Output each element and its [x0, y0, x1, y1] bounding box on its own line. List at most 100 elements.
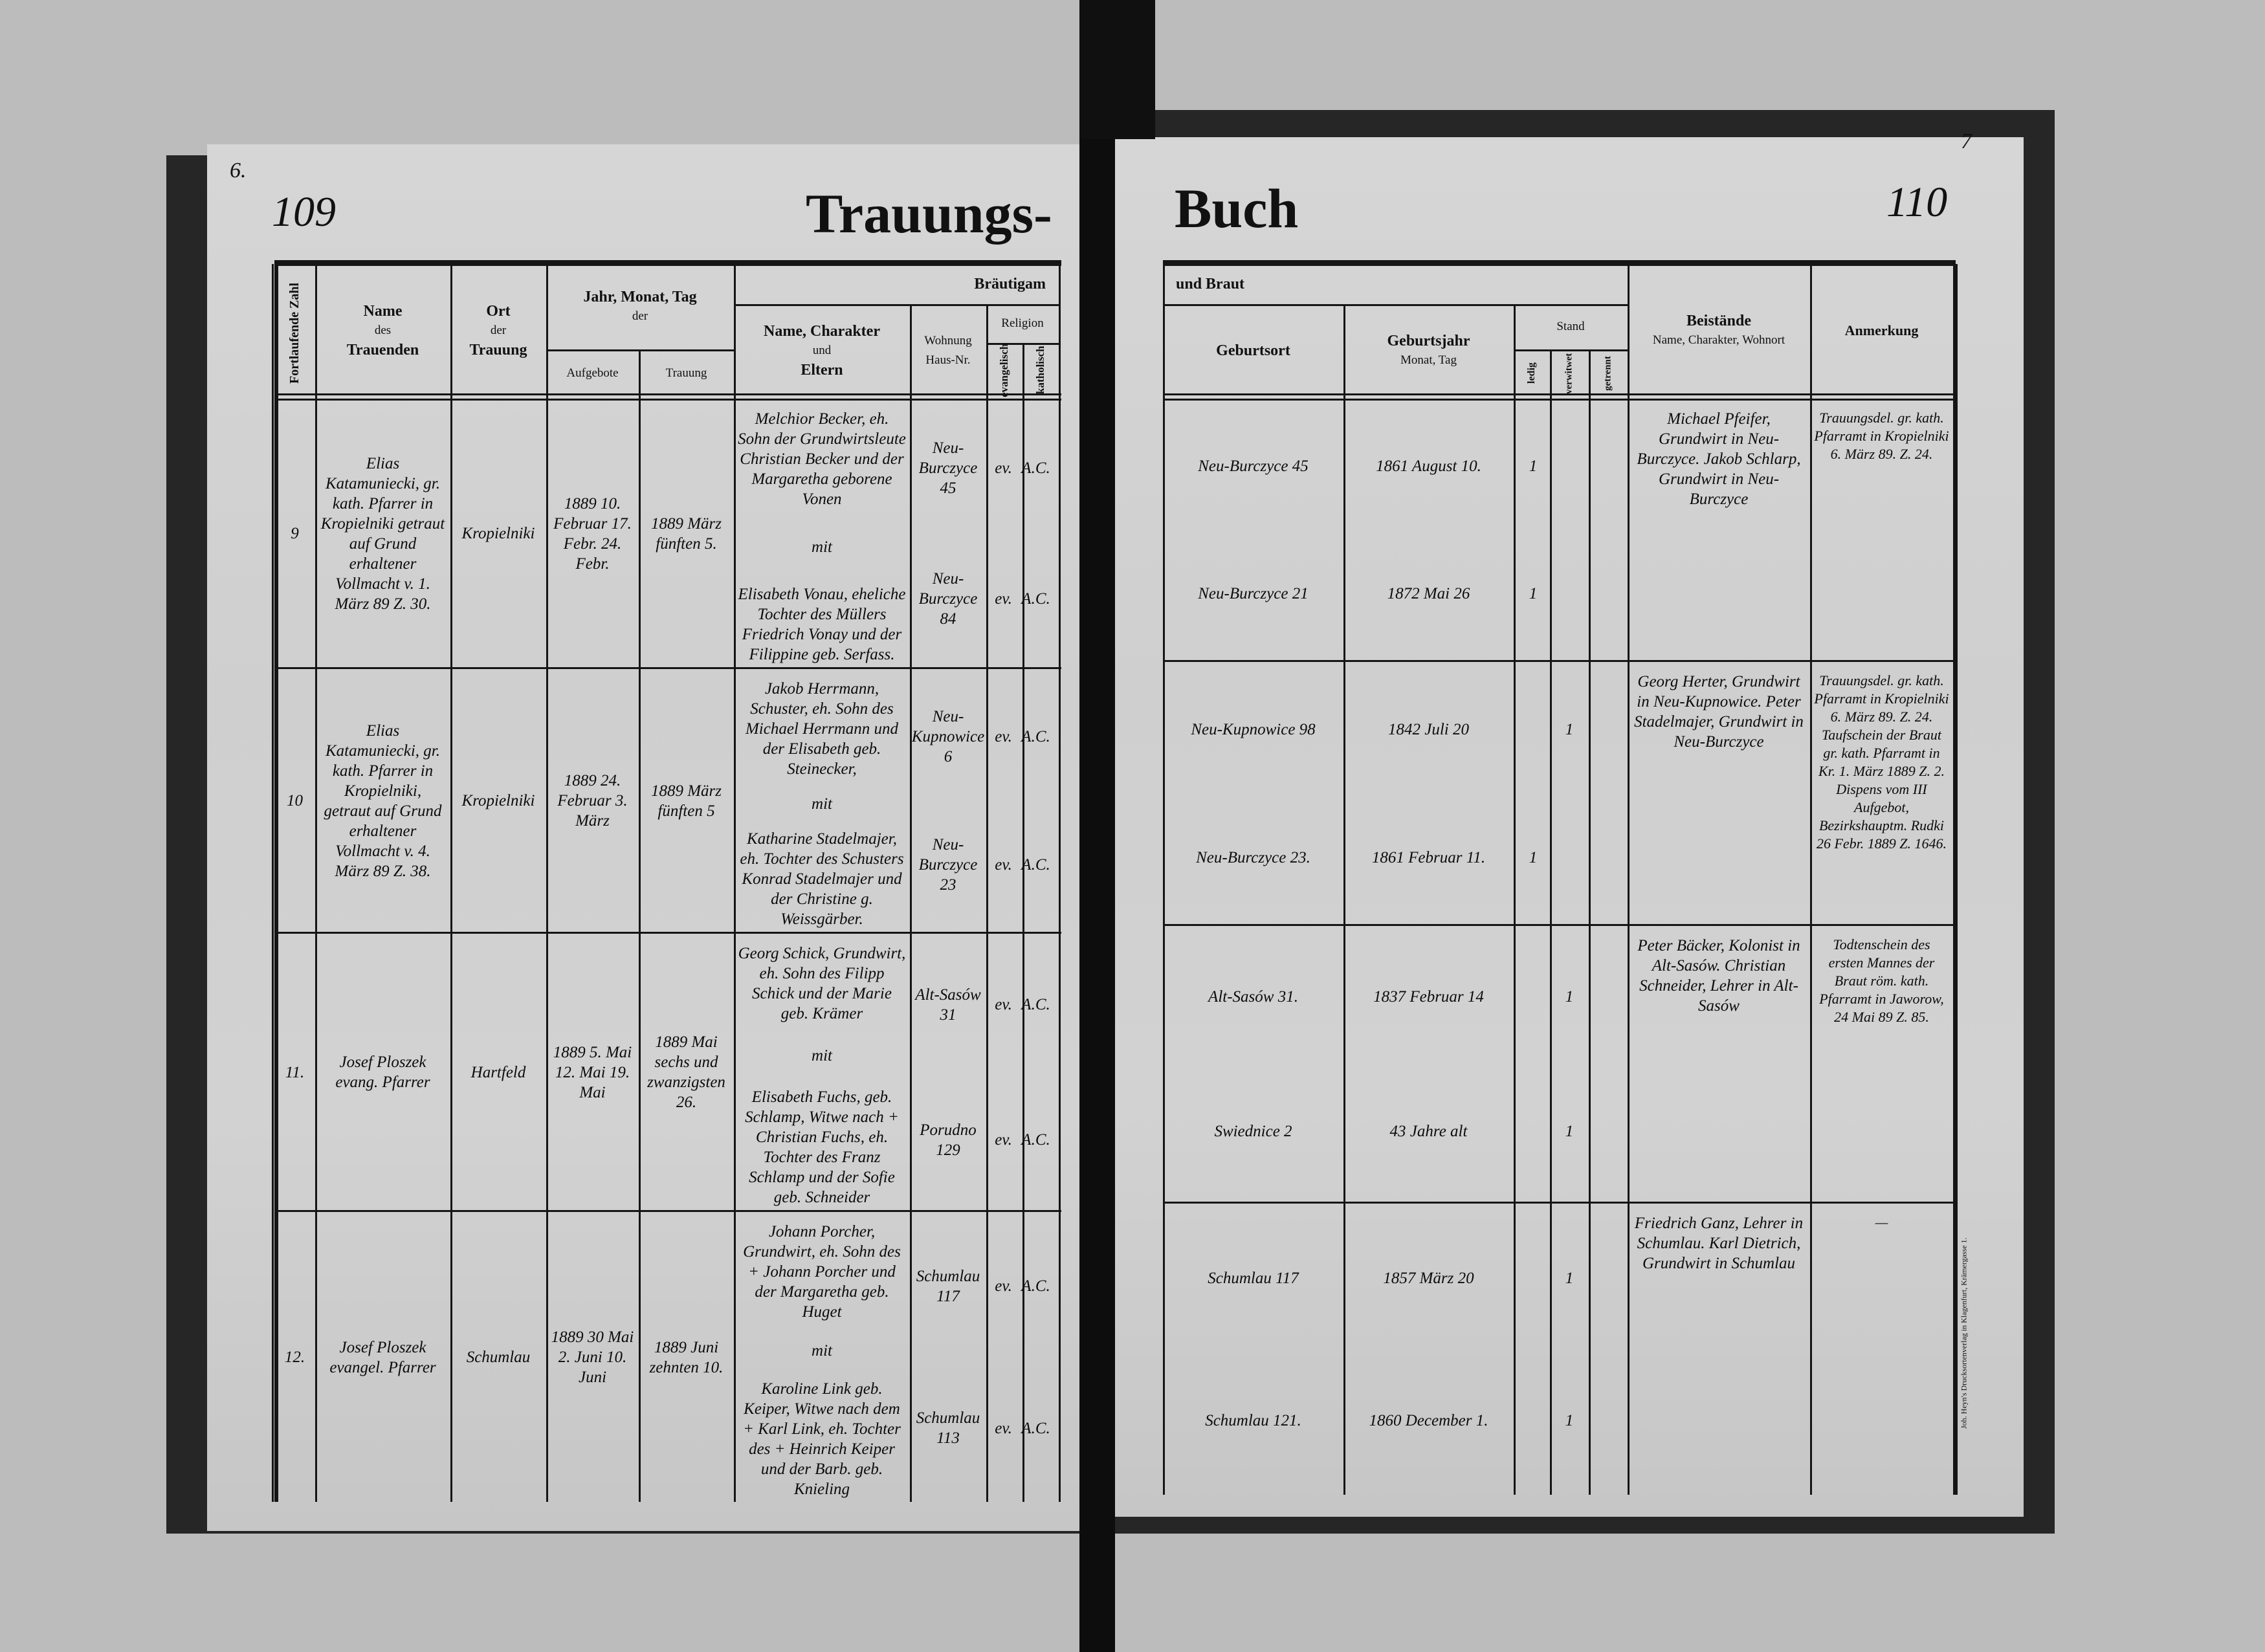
- header-sub-rule: [1163, 304, 1628, 306]
- groom-religion-part: A.C.: [1021, 459, 1050, 477]
- column-rule: [1628, 264, 1630, 1495]
- table-top-rule: [1163, 260, 1956, 266]
- groom-parents: Johann Porcher, Grundwirt, eh. Sohn des …: [743, 1223, 901, 1321]
- mit-label: mit: [812, 1046, 832, 1064]
- groom-birthdate: 1861 August 10.: [1376, 457, 1481, 475]
- left-page-number: 109: [272, 188, 336, 236]
- groom-marital-status-mark: 1: [1565, 987, 1574, 1006]
- banns-dates: 1889 30 Mai 2. Juni 10. Juni: [551, 1328, 634, 1386]
- header-ort-2: der: [490, 324, 507, 337]
- groom-religion: ev. A.C.: [986, 1215, 1059, 1358]
- column-rule: [910, 304, 912, 1502]
- header-geburtsort-label: Geburtsort: [1216, 342, 1290, 359]
- bride-religion-part: A.C.: [1021, 1419, 1050, 1437]
- header-nr: Fortlaufende Zahl: [287, 282, 302, 384]
- groom-parents: Melchior Becker, eh. Sohn der Grundwirts…: [738, 410, 906, 508]
- bride-religion-part: A.C.: [1021, 590, 1050, 608]
- wedding-date: 1889 Mai sechs und zwanzigsten 26.: [647, 1033, 725, 1111]
- groom-parents: Georg Schick, Grundwirt, eh. Sohn des Fi…: [738, 945, 906, 1022]
- left-corner-mark: 6.: [230, 159, 247, 182]
- column-rule: [1022, 343, 1024, 1502]
- header-wohnung-1: Wohnung: [924, 334, 972, 347]
- groom-marital-status-mark: 1: [1529, 457, 1538, 475]
- header-bottom-rule: [274, 393, 1061, 395]
- header-anmerkung-label: Anmerkung: [1844, 322, 1919, 338]
- bride-residence: Neu-Burczyce 23: [918, 836, 978, 894]
- table-left-rule: [272, 264, 274, 1502]
- witnesses: Michael Pfeifer, Grundwirt in Neu-Burczy…: [1637, 410, 1801, 508]
- wedding-date: 1889 März fünften 5: [650, 782, 722, 820]
- groom-religion-part: A.C.: [1021, 996, 1050, 1013]
- groom-birthdate: 1857 März 20: [1383, 1269, 1474, 1287]
- header-beistaende-1: Beistände: [1686, 313, 1751, 329]
- column-rule: [546, 264, 548, 1502]
- groom-religion-part: ev.: [995, 459, 1012, 477]
- officiant-name: Elias Katamuniecki, gr. kath. Pfarrer in…: [324, 721, 442, 880]
- groom-religion-part: A.C.: [1021, 1277, 1050, 1295]
- column-rule: [1810, 264, 1812, 1495]
- bride-birthdate: 1861 Februar 11.: [1371, 848, 1486, 866]
- row-rule: [274, 1210, 1061, 1212]
- entry-number: 12.: [284, 1349, 305, 1366]
- header-geburtsort: Geburtsort: [1163, 304, 1343, 397]
- row-rule: [1163, 660, 1956, 662]
- wedding-date: 1889 Juni zehnten 10.: [649, 1338, 724, 1376]
- header-und-braut: und Braut: [1163, 264, 1628, 304]
- groom-parents: Jakob Herrmann, Schuster, eh. Sohn des M…: [745, 680, 899, 778]
- header-stand: Stand: [1514, 304, 1628, 349]
- column-rule: [986, 304, 988, 1502]
- header-parents: Name, Charakter und Eltern: [734, 304, 910, 397]
- header-wohnung: Wohnung Haus-Nr.: [910, 304, 986, 397]
- bride-religion-part: A.C.: [1021, 856, 1050, 874]
- table-left-rule: [274, 264, 278, 1502]
- table-top-rule: [274, 260, 1061, 266]
- header-name-1: Name: [363, 303, 403, 320]
- column-rule: [639, 349, 641, 1502]
- entry-number: 9: [291, 525, 299, 542]
- bride-marital-status-mark: 1: [1565, 1123, 1574, 1141]
- bride-residence: Neu-Burczyce 84: [918, 570, 978, 628]
- bride-marital-status-mark: 1: [1565, 1412, 1574, 1430]
- header-name-2: des: [374, 324, 392, 337]
- column-rule: [1589, 349, 1591, 1495]
- bride-birthplace: Neu-Burczyce 21: [1198, 585, 1309, 602]
- banns-dates: 1889 24. Februar 3. März: [557, 772, 628, 830]
- witnesses: Friedrich Ganz, Lehrer in Schumlau. Karl…: [1634, 1215, 1804, 1272]
- header-ledig: ledig: [1526, 362, 1537, 384]
- left-page: [207, 144, 1087, 1531]
- header-anmerkung: Anmerkung: [1810, 264, 1953, 397]
- banns-dates: 1889 5. Mai 12. Mai 19. Mai: [553, 1043, 632, 1101]
- groom-religion-part: ev.: [995, 996, 1012, 1013]
- groom-residence: Alt-Sasów 31: [915, 986, 981, 1024]
- header-parents-2: und: [812, 344, 832, 357]
- bride-birthplace: Neu-Burczyce 23.: [1196, 848, 1310, 866]
- bride-parents: Elisabeth Fuchs, geb. Schlamp, Witwe nac…: [745, 1088, 899, 1206]
- header-aufgebote: Aufgebote: [546, 349, 639, 397]
- header-getrennt: getrennt: [1602, 356, 1613, 391]
- wedding-date: 1889 März fünften 5.: [650, 514, 722, 553]
- header-beistaende: Beistände Name, Charakter, Wohnort: [1628, 264, 1810, 397]
- header-sub-rule: [734, 304, 1059, 306]
- groom-birthplace: Alt-Sasów 31.: [1208, 987, 1298, 1006]
- column-rule: [1514, 304, 1516, 1495]
- wedding-place: Hartfeld: [470, 1063, 526, 1081]
- bride-marital-status-mark: 1: [1529, 585, 1538, 602]
- printer-imprint: Joh. Heyn's Drucksortenverlag in Klagenf…: [1959, 1237, 1969, 1429]
- header-sub-rule: [1514, 349, 1628, 351]
- bride-religion: ev. A.C.: [986, 1072, 1059, 1207]
- header-ort-3: Trauung: [469, 342, 527, 358]
- bride-birthplace: Swiednice 2: [1214, 1123, 1292, 1141]
- column-rule: [1163, 264, 1165, 1495]
- header-und-braut-label: und Braut: [1176, 276, 1245, 292]
- groom-religion-part: A.C.: [1021, 727, 1050, 745]
- groom-residence: Schumlau 117: [916, 1267, 980, 1305]
- row-rule: [274, 932, 1061, 934]
- bride-religion-part: A.C.: [1021, 1131, 1050, 1149]
- spine-strap: [1081, 0, 1155, 139]
- register-title-left: Trauungs-: [806, 182, 1052, 245]
- bride-religion: ev. A.C.: [986, 534, 1059, 665]
- groom-marital-status-mark: 1: [1565, 1269, 1574, 1287]
- header-name-3: Trauenden: [346, 342, 419, 358]
- bride-religion-part: ev.: [995, 856, 1012, 874]
- header-evang: evangelisch: [998, 343, 1010, 397]
